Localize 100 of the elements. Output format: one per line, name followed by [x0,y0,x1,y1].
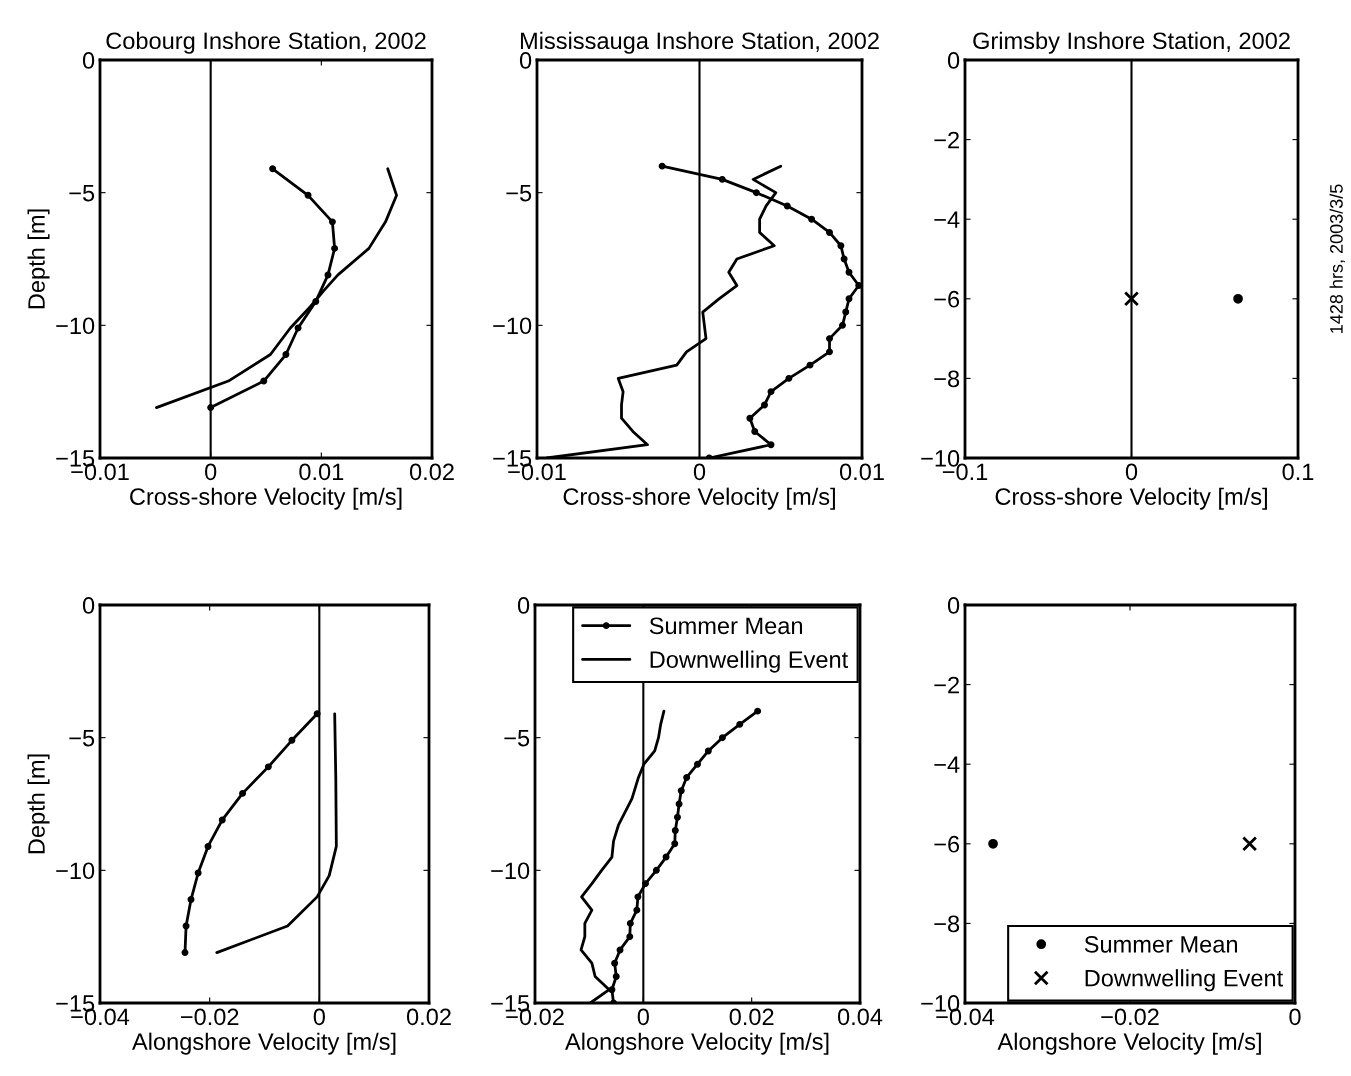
point [239,789,247,797]
point [718,734,726,742]
point [783,202,791,210]
point [839,321,846,329]
x-tick-label: −0.02 [1101,1008,1159,1026]
point [288,736,296,744]
x-axis-title: Alongshore Velocity [m/s] [997,1032,1261,1055]
y-tick-label: −6 [934,835,960,853]
x-tick-label: 0 [205,463,217,481]
y-tick-label: 0 [517,597,530,614]
y-axis-title: Depth [m] [27,754,50,854]
point [218,816,226,824]
x-tick-label: 0.01 [839,463,884,481]
x-tick-label: 0 [313,1008,325,1026]
point [324,271,332,279]
x-tick-label: 0.1 [1282,463,1314,481]
y-tick-label: −10 [56,317,95,335]
point [673,813,681,821]
y-tick-label: −2 [934,676,959,694]
x-tick-label: 0 [1125,463,1138,481]
point [837,242,845,250]
point [808,215,816,223]
point [671,840,679,848]
x-tick-label: −0.02 [180,1008,239,1026]
x-axis-title: Cross-shore Velocity [m/s] [130,487,402,510]
point [855,282,862,290]
x-tick-label: 0 [693,463,706,481]
point [677,787,685,795]
x-tick-label: 0.02 [409,463,454,481]
x-tick-label: 0.04 [837,1008,883,1026]
y-tick-label: −8 [934,370,960,388]
y-axis-title: Depth [m] [27,209,50,309]
point [652,866,660,874]
point [767,441,775,449]
point [845,268,853,276]
y-tick-label: −8 [934,915,960,933]
legend-label: Summer Mean [649,617,803,635]
point [282,351,290,358]
point [187,896,195,903]
point [718,175,726,183]
point [204,842,212,850]
y-tick-label: −5 [69,729,95,747]
y-tick-label: 0 [947,597,960,614]
point [785,374,793,382]
point [633,906,641,914]
point [736,720,744,728]
point [658,162,666,170]
x-tick-label: 0 [637,1008,649,1026]
point [751,427,759,435]
point [181,949,189,957]
chart-title: Grimsby Inshore Station, 2002 [973,31,1290,54]
y-tick-label: −10 [493,317,532,335]
point [331,244,339,252]
point [671,827,679,835]
point [634,893,642,901]
point [626,933,634,941]
y-tick-label: −6 [934,290,960,308]
legend-label: Downwelling Event [1085,969,1284,992]
point [294,324,302,332]
point [767,388,775,396]
point [264,763,272,771]
x-tick-label: 0 [1289,1008,1301,1026]
chart-title: Cobourg Inshore Station, 2002 [106,31,426,54]
point [612,972,620,980]
y-tick-label: −5 [504,729,530,747]
chart-title: Mississauga Inshore Station, 2002 [520,31,879,54]
point [840,255,848,263]
point [616,946,624,954]
point [313,710,321,718]
point [662,853,670,861]
y-tick-label: −10 [491,862,530,880]
point [182,922,190,930]
y-tick-label: 0 [947,52,960,69]
point [642,880,649,888]
text: 1428 hrs, 2003/3/5 [1329,184,1345,333]
x-axis-title: Alongshore Velocity [m/s] [132,1032,396,1055]
point [328,218,336,226]
point [304,191,312,199]
point [761,401,768,409]
x-axis-title: Cross-shore Velocity [m/s] [563,487,835,510]
point [754,707,762,715]
x-axis-title: Cross-shore Velocity [m/s] [995,487,1267,510]
point [826,228,833,236]
x-axis-title: Alongshore Velocity [m/s] [565,1032,829,1055]
point [207,404,215,412]
point [704,747,712,755]
y-tick-label: −10 [56,862,95,880]
legend-label: Summer Mean [1084,935,1238,953]
point [746,414,754,422]
point [806,361,814,369]
x-tick-label: 0.02 [406,1008,451,1026]
legend-label: Downwelling Event [650,650,849,673]
point [683,773,691,781]
y-tick-label: 0 [82,597,95,614]
y-tick-label: 0 [82,52,95,69]
x-tick-label: 0.01 [299,463,344,481]
y-tick-label: −5 [506,184,532,202]
point [842,308,850,316]
y-tick-label: −5 [69,184,95,202]
point [611,959,619,967]
